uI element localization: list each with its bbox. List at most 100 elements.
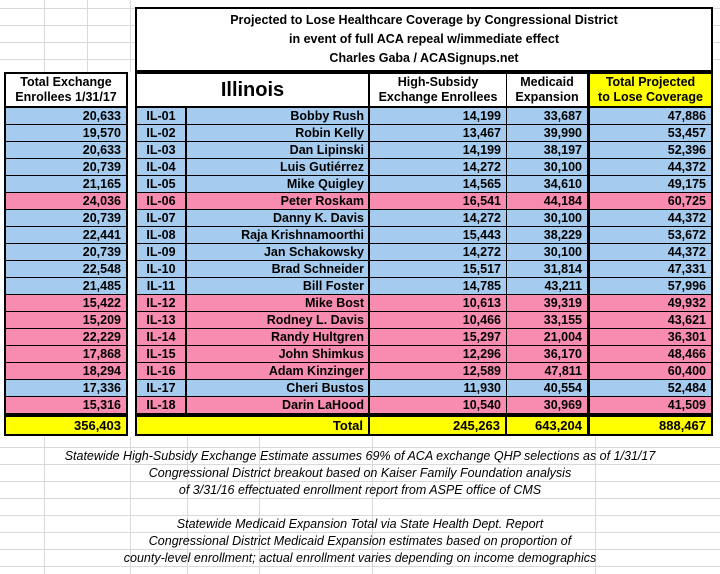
- gridline: [87, 0, 88, 72]
- title-attribution: Charles Gaba / ACASignups.net: [329, 51, 519, 65]
- high-subsidy-cell: 10,466: [370, 312, 507, 328]
- medicaid-cell: 47,811: [507, 363, 590, 379]
- gridline: [595, 437, 596, 574]
- high-subsidy-cell: 10,613: [370, 295, 507, 311]
- medicaid-cell: 30,100: [507, 244, 590, 260]
- district-cell: IL-12: [137, 295, 187, 311]
- projected-total-cell: 47,331: [667, 262, 706, 276]
- table-row: IL-12 Mike Bost 10,613 39,319 49,932: [137, 295, 711, 312]
- medicaid-cell: 39,319: [507, 295, 590, 311]
- table-row: IL-11 Bill Foster 14,785 43,211 57,996: [137, 278, 711, 295]
- medicaid-cell: 38,229: [507, 227, 590, 243]
- medicaid-cell: 39,990: [507, 125, 590, 141]
- high-subsidy-cell: 14,272: [370, 244, 507, 260]
- district-cell: IL-15: [137, 346, 187, 362]
- exchange-enrollees-cell: 22,441: [6, 227, 126, 244]
- exchange-enrollees-cell: 17,336: [6, 380, 126, 397]
- state-header: Illinois: [137, 74, 370, 106]
- projected-total-cell: 44,372: [667, 211, 706, 225]
- total-exchange-enrollees-column: 20,633 19,570 20,633 20,739 21,165 24,036 20,7…: [4, 108, 128, 415]
- district-cell: IL-18: [137, 397, 187, 413]
- district-cell: IL-07: [137, 210, 187, 226]
- gridline: [130, 0, 131, 72]
- medicaid-cell: 34,610: [507, 176, 590, 192]
- gridline: [130, 437, 131, 574]
- gridline: [44, 437, 45, 574]
- main-table-header: Illinois High-Subsidy Exchange Enrollees…: [135, 72, 713, 108]
- high-subsidy-cell: 12,589: [370, 363, 507, 379]
- representative-name-cell: Dan Lipinski: [187, 142, 370, 158]
- table-row: IL-05 Mike Quigley 14,565 34,610 49,175: [137, 176, 711, 193]
- table-row: IL-01 Bobby Rush 14,199 33,687 47,886: [137, 108, 711, 125]
- high-subsidy-cell: 10,540: [370, 397, 507, 413]
- representative-name-cell: Luis Gutiérrez: [187, 159, 370, 175]
- representative-name-cell: Danny K. Davis: [187, 210, 370, 226]
- table-row: IL-06 Peter Roskam 16,541 44,184 60,725: [137, 193, 711, 210]
- gridline: [0, 566, 720, 567]
- exchange-enrollees-cell: 15,209: [6, 312, 126, 329]
- high-subsidy-cell: 14,272: [370, 210, 507, 226]
- total-projected-header-line-2: to Lose Coverage: [598, 90, 703, 104]
- total-projected-header-line-1: Total Projected: [605, 74, 696, 89]
- high-subsidy-header-line-2: Exchange Enrollees: [378, 90, 498, 104]
- title-line-2: in event of full ACA repeal w/immediate …: [289, 32, 559, 46]
- exchange-enrollees-cell: 19,570: [6, 125, 126, 142]
- exchange-enrollees-cell: 20,739: [6, 210, 126, 227]
- projected-total-cell: 47,886: [667, 109, 706, 123]
- gridline: [187, 437, 188, 574]
- table-row: IL-10 Brad Schneider 15,517 31,814 47,33…: [137, 261, 711, 278]
- exchange-enrollees-cell: 15,316: [6, 397, 126, 413]
- district-cell: IL-10: [137, 261, 187, 277]
- title-line-1: Projected to Lose Healthcare Coverage by…: [230, 13, 618, 27]
- projected-total-cell: 60,725: [667, 194, 706, 208]
- projected-total-cell: 43,621: [667, 313, 706, 327]
- medicaid-column-header: Medicaid Expansion: [507, 74, 590, 106]
- projected-total-cell: 60,400: [667, 364, 706, 378]
- exchange-enrollees-cell: 17,868: [6, 346, 126, 363]
- exchange-enrollees-cell: 20,739: [6, 244, 126, 261]
- projected-total-cell: 53,457: [667, 126, 706, 140]
- high-subsidy-header-line-1: High-Subsidy: [397, 74, 479, 89]
- table-row: IL-16 Adam Kinzinger 12,589 47,811 60,40…: [137, 363, 711, 380]
- table-row: IL-09 Jan Schakowsky 14,272 30,100 44,37…: [137, 244, 711, 261]
- projected-total-cell: 48,466: [667, 347, 706, 361]
- exchange-enrollees-cell: 20,633: [6, 142, 126, 159]
- representative-name-cell: Cheri Bustos: [187, 380, 370, 396]
- table-row: IL-18 Darin LaHood 10,540 30,969 41,509: [137, 397, 711, 413]
- district-cell: IL-05: [137, 176, 187, 192]
- district-cell: IL-04: [137, 159, 187, 175]
- gridline: [0, 464, 720, 465]
- representative-name-cell: Mike Bost: [187, 295, 370, 311]
- representative-name-cell: Bill Foster: [187, 278, 370, 294]
- footnote-exchange-line-3: of 3/31/16 effectuated enrollment report…: [178, 483, 542, 497]
- table-row: IL-07 Danny K. Davis 14,272 30,100 44,37…: [137, 210, 711, 227]
- exchange-enrollees-cell: 20,633: [6, 108, 126, 125]
- projected-total-cell: 52,484: [667, 381, 706, 395]
- gridline: [0, 447, 720, 448]
- total-exchange-total-cell: 356,403: [4, 415, 128, 436]
- representative-name-cell: Raja Krishnamoorthi: [187, 227, 370, 243]
- representative-name-cell: Brad Schneider: [187, 261, 370, 277]
- table-row: IL-02 Robin Kelly 13,467 39,990 53,457: [137, 125, 711, 142]
- exchange-enrollees-cell: 18,294: [6, 363, 126, 380]
- district-cell: IL-13: [137, 312, 187, 328]
- left-header-line-2: Enrollees 1/31/17: [15, 90, 117, 104]
- projected-total-cell: 52,396: [667, 143, 706, 157]
- medicaid-header-line-2: Expansion: [515, 90, 579, 104]
- exchange-enrollees-cell: 22,229: [6, 329, 126, 346]
- district-cell: IL-01: [137, 108, 187, 124]
- medicaid-cell: 30,100: [507, 159, 590, 175]
- table-row: IL-13 Rodney L. Davis 10,466 33,155 43,6…: [137, 312, 711, 329]
- medicaid-cell: 21,004: [507, 329, 590, 345]
- medicaid-cell: 40,554: [507, 380, 590, 396]
- gridline: [259, 437, 260, 574]
- table-row: IL-17 Cheri Bustos 11,930 40,554 52,484: [137, 380, 711, 397]
- exchange-enrollees-cell: 22,548: [6, 261, 126, 278]
- medicaid-header-line-1: Medicaid: [520, 74, 574, 89]
- high-subsidy-cell: 15,443: [370, 227, 507, 243]
- projected-total-cell: 41,509: [667, 398, 706, 412]
- footnote-exchange-line-2: Congressional District breakout based on…: [148, 466, 572, 480]
- total-high-subsidy-cell: 245,263: [370, 417, 507, 434]
- gridline: [0, 498, 720, 499]
